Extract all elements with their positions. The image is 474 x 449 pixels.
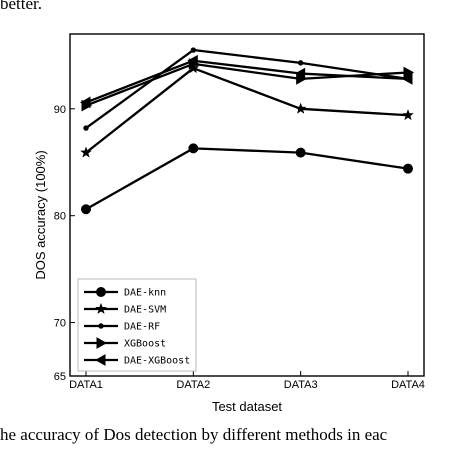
series-dae-svm: [80, 61, 414, 158]
data-point: [79, 96, 91, 109]
series-dae-xgboost: [79, 54, 413, 109]
legend-marker: [96, 287, 106, 297]
data-point: [294, 67, 306, 80]
legend-marker: [98, 323, 104, 329]
legend: DAE-knn DAE-SVM DAE-RF XGBoost DAE-XGBoost: [77, 278, 197, 372]
data-point: [403, 66, 415, 79]
series-layer: [79, 47, 415, 215]
series-line: [85, 147, 409, 211]
data-point: [187, 54, 198, 67]
data-point: [188, 143, 199, 154]
data-point: [297, 60, 304, 66]
legend-entry: DAE-SVM: [84, 302, 166, 316]
data-point: [83, 125, 89, 131]
data-point: [403, 163, 413, 174]
y-tick-label: 65: [54, 371, 66, 383]
legend-entry: DAE-XGBoost: [84, 354, 190, 367]
x-tick-label: DATA1: [69, 379, 103, 391]
legend-marker: [96, 337, 108, 349]
legend-label: DAE-XGBoost: [124, 356, 190, 367]
series-line: [85, 67, 409, 154]
x-tick-label: DATA4: [391, 379, 425, 391]
top-text: better.: [0, 0, 43, 13]
legend-label: DAE-SVM: [124, 305, 166, 316]
series-line: [85, 59, 409, 104]
series-dae-knn: [81, 143, 413, 215]
data-point: [402, 108, 414, 121]
data-point: [401, 73, 413, 85]
legend-marker: [95, 302, 107, 315]
legend-label: DAE-knn: [124, 288, 166, 299]
legend-entry: DAE-knn: [84, 287, 166, 299]
x-axis-title: Test dataset: [212, 399, 282, 414]
legend-entry: DAE-RF: [84, 322, 160, 333]
series-line: [85, 48, 409, 129]
legend-entry: XGBoost: [84, 337, 166, 350]
y-tick-label: 70: [54, 318, 66, 330]
data-point: [81, 204, 91, 215]
legend-label: DAE-RF: [124, 322, 160, 333]
data-point: [80, 146, 92, 158]
data-point: [295, 147, 306, 158]
x-tick-label: DATA3: [284, 379, 318, 391]
data-point: [294, 102, 307, 114]
legend-label: XGBoost: [124, 339, 166, 350]
y-tick-label: 80: [54, 211, 66, 223]
figure-caption: he accuracy of Dos detection by differen…: [0, 425, 388, 444]
data-point: [190, 47, 197, 53]
y-tick-label: 90: [54, 104, 66, 116]
axes: 65 70 80 90 DATA1 DATA2 DATA3 DATA4 Test dataset…: [33, 33, 425, 414]
x-tick-label: DATA2: [176, 379, 210, 391]
plot-frame: [69, 33, 425, 377]
y-axis-title: DOS accuracy (100%): [33, 150, 48, 279]
legend-marker: [94, 354, 106, 366]
